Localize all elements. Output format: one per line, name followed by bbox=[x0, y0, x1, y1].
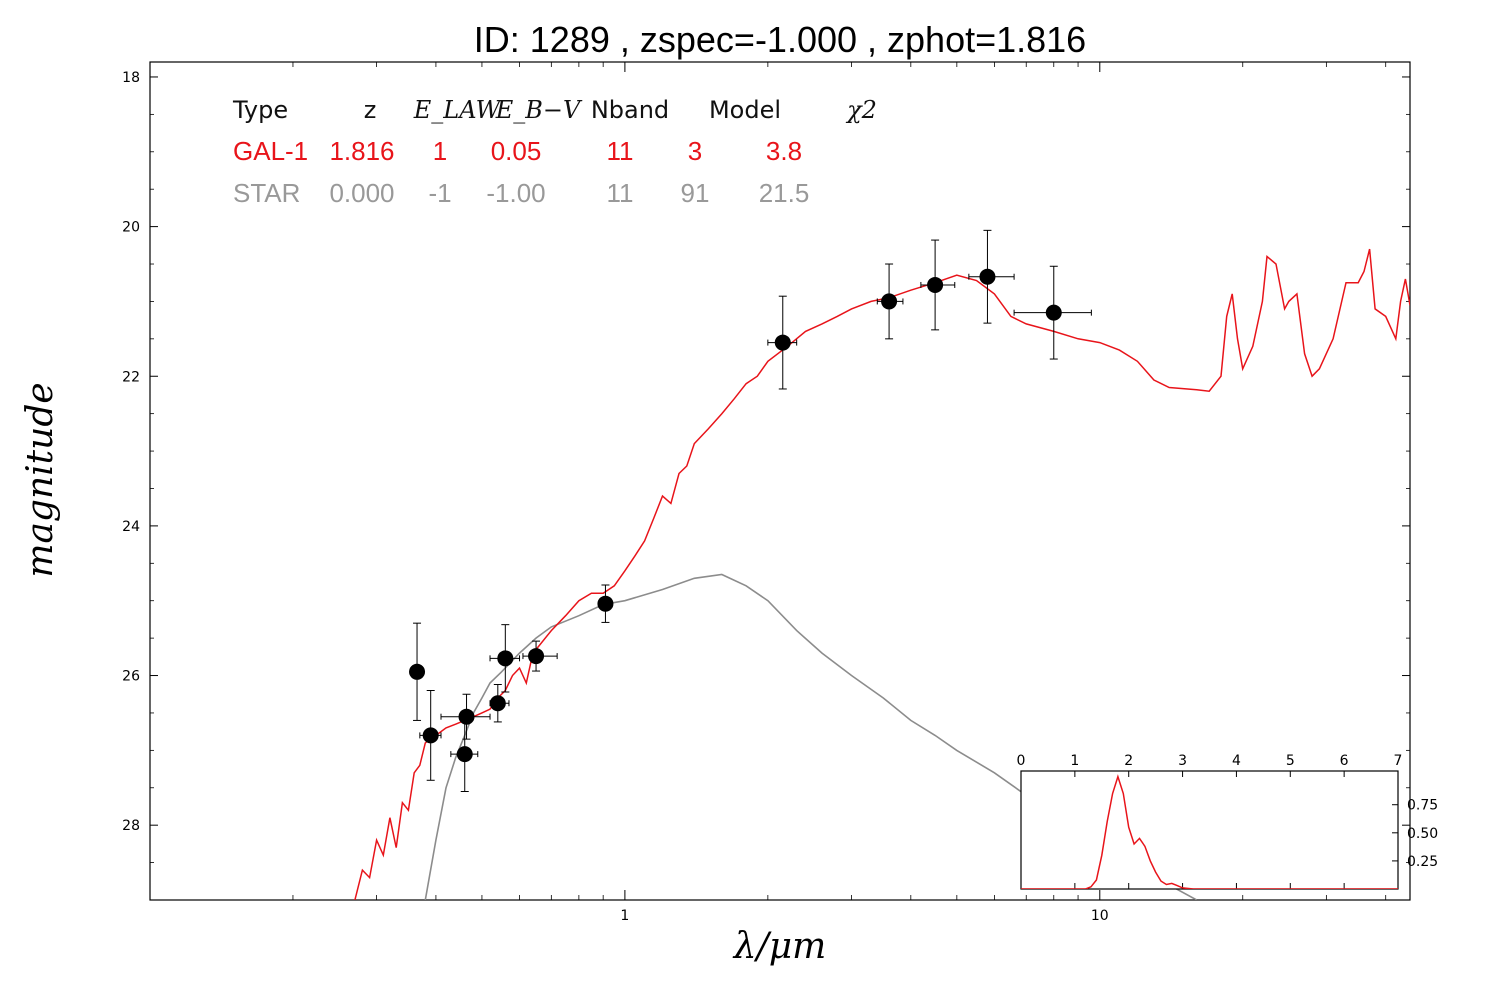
data-marker bbox=[597, 595, 614, 612]
inset-x-tick-label: 6 bbox=[1340, 753, 1349, 769]
data-marker bbox=[881, 293, 898, 310]
y-tick-label: 28 bbox=[122, 818, 140, 834]
inset-pdf-layer bbox=[1021, 774, 1398, 889]
table-cell-gal-1-5: 3 bbox=[688, 136, 702, 166]
photometry-point bbox=[489, 684, 510, 723]
x-tick-label: 10 bbox=[1091, 908, 1109, 924]
table-cell-star-3: -1.00 bbox=[486, 178, 545, 208]
photometry-point bbox=[968, 229, 1015, 324]
photometry-point bbox=[597, 584, 614, 623]
table-cell-gal-1-4: 11 bbox=[607, 136, 634, 166]
table-header-3: E_B−V bbox=[495, 96, 583, 124]
table-cell-star-1: 0.000 bbox=[329, 178, 394, 208]
table-cell-star-4: 11 bbox=[607, 178, 634, 208]
data-marker bbox=[456, 746, 473, 763]
table-header-1: z bbox=[364, 96, 377, 124]
table-cell-gal-1-3: 0.05 bbox=[491, 136, 542, 166]
table-cell-star-0: STAR bbox=[233, 178, 300, 208]
data-marker bbox=[422, 727, 439, 744]
y-tick-label: 26 bbox=[122, 669, 140, 685]
photometry-point bbox=[522, 640, 558, 672]
inset-x-tick-label: 7 bbox=[1394, 753, 1403, 769]
photometry-point bbox=[767, 295, 798, 390]
chart-title: ID: 1289 , zspec=-1.000 , zphot=1.816 bbox=[474, 19, 1086, 60]
table-header-5: Model bbox=[709, 96, 781, 124]
y-tick-label: 20 bbox=[122, 220, 140, 236]
data-marker bbox=[979, 268, 996, 285]
photometry-point bbox=[419, 690, 442, 781]
table-header-0: Type bbox=[232, 96, 288, 124]
inset-y-tick-label: 0.25 bbox=[1407, 854, 1438, 870]
photometry-point bbox=[489, 624, 521, 693]
photometry-point bbox=[409, 622, 426, 721]
x-tick-label: 1 bbox=[620, 908, 629, 924]
photometry-point bbox=[440, 693, 491, 740]
data-marker bbox=[497, 650, 514, 667]
table-cell-gal-1-0: GAL-1 bbox=[233, 136, 308, 166]
photometry-point bbox=[876, 263, 904, 340]
data-marker bbox=[409, 663, 426, 680]
inset-pdf-line bbox=[1021, 774, 1398, 889]
y-axis-label: magnitude bbox=[20, 382, 61, 577]
table-header-4: Nband bbox=[591, 96, 669, 124]
inset-x-tick-label: 0 bbox=[1017, 753, 1026, 769]
inset-x-tick-label: 1 bbox=[1070, 753, 1079, 769]
photometry-point bbox=[920, 239, 956, 331]
photometry-point bbox=[1013, 265, 1092, 360]
table-cell-gal-1-6: 3.8 bbox=[766, 136, 802, 166]
data-marker bbox=[927, 276, 944, 293]
data-marker bbox=[528, 648, 545, 665]
table-cell-gal-1-2: 1 bbox=[433, 136, 447, 166]
inset-x-tick-label: 2 bbox=[1124, 753, 1133, 769]
redshift-pdf-inset: 0 1 2 3 4 5 6 7 0.25 0.50 0.75 bbox=[1017, 753, 1438, 890]
data-marker bbox=[1045, 304, 1062, 321]
data-marker bbox=[458, 708, 475, 725]
data-marker bbox=[774, 334, 791, 351]
inset-y-tick-label: 0.50 bbox=[1407, 826, 1438, 842]
data-marker bbox=[489, 695, 506, 712]
x-axis: 1 10 bbox=[292, 62, 1387, 924]
inset-x-tick-label: 5 bbox=[1286, 753, 1295, 769]
inset-axes: 0 1 2 3 4 5 6 7 0.25 0.50 0.75 bbox=[1017, 753, 1438, 889]
y-tick-label: 24 bbox=[122, 519, 140, 535]
table-cell-star-6: 21.5 bbox=[759, 178, 810, 208]
table-header-2: E_LAW bbox=[413, 96, 503, 124]
table-header-6: χ2 bbox=[845, 96, 877, 124]
inset-x-tick-label: 3 bbox=[1178, 753, 1187, 769]
inset-x-tick-label: 4 bbox=[1232, 753, 1241, 769]
inset-frame bbox=[1020, 770, 1399, 890]
y-tick-label: 18 bbox=[122, 70, 140, 86]
table-cell-star-5: 91 bbox=[681, 178, 710, 208]
table-cell-gal-1-1: 1.816 bbox=[329, 136, 394, 166]
plot-frame bbox=[149, 61, 1411, 901]
table-cell-star-2: -1 bbox=[428, 178, 451, 208]
photometry-points bbox=[409, 229, 1092, 793]
y-tick-label: 22 bbox=[122, 369, 140, 385]
inset-y-tick-label: 0.75 bbox=[1407, 798, 1438, 814]
x-axis-label: λ/μm bbox=[732, 926, 826, 967]
photometry-point bbox=[450, 716, 479, 793]
